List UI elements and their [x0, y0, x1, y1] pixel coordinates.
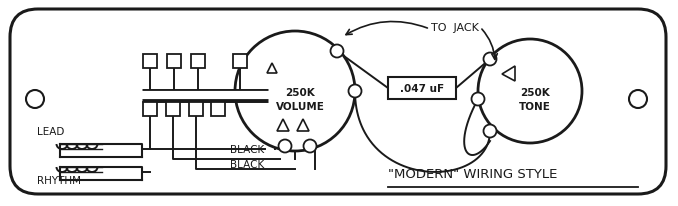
Bar — [143, 103, 157, 116]
Polygon shape — [297, 119, 309, 131]
Text: TO  JACK: TO JACK — [431, 23, 479, 33]
FancyBboxPatch shape — [10, 10, 666, 194]
Bar — [143, 55, 157, 69]
Polygon shape — [277, 119, 289, 131]
Circle shape — [235, 32, 355, 151]
Bar — [167, 55, 181, 69]
Text: BLACK: BLACK — [230, 159, 264, 169]
Circle shape — [348, 85, 361, 98]
Polygon shape — [267, 64, 277, 74]
Circle shape — [629, 91, 647, 109]
Circle shape — [304, 140, 317, 153]
Text: LEAD: LEAD — [37, 126, 64, 136]
Bar — [191, 55, 205, 69]
Bar — [166, 103, 180, 116]
Bar — [211, 103, 225, 116]
Bar — [189, 103, 203, 116]
Text: "MODERN" WIRING STYLE: "MODERN" WIRING STYLE — [388, 167, 557, 180]
Circle shape — [330, 45, 344, 58]
Circle shape — [483, 125, 496, 138]
Circle shape — [279, 140, 292, 153]
Text: 250K
VOLUME: 250K VOLUME — [275, 88, 325, 111]
Circle shape — [483, 53, 496, 66]
Text: RHYTHM: RHYTHM — [37, 175, 81, 185]
Text: BLACK: BLACK — [230, 144, 264, 154]
Circle shape — [478, 40, 582, 143]
Text: 250K
TONE: 250K TONE — [519, 88, 551, 111]
Text: .047 uF: .047 uF — [400, 84, 444, 94]
Polygon shape — [502, 67, 515, 82]
FancyBboxPatch shape — [388, 78, 456, 99]
Bar — [233, 55, 247, 69]
Circle shape — [26, 91, 44, 109]
Circle shape — [471, 93, 485, 106]
